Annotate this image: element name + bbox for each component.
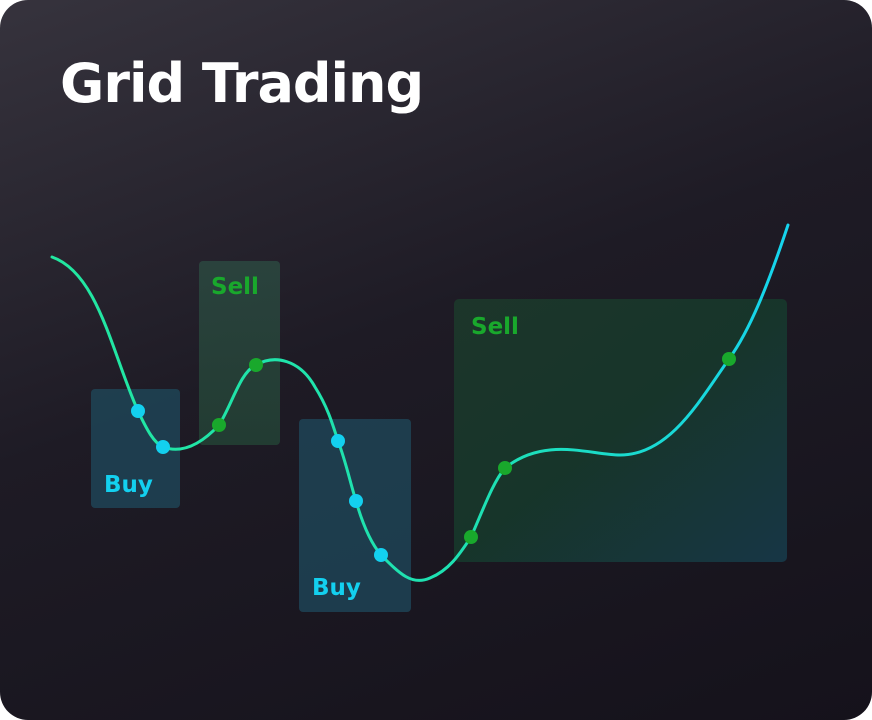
buy-zone-1	[91, 389, 180, 508]
sell-label-2: Sell	[471, 314, 519, 340]
buy-zone-2	[299, 419, 411, 612]
sell-label-1: Sell	[211, 274, 259, 300]
buy-label-2: Buy	[312, 575, 361, 601]
sell-point	[464, 530, 478, 544]
buy-point	[131, 404, 145, 418]
sell-point	[212, 418, 226, 432]
sell-point	[498, 461, 512, 475]
buy-point	[331, 434, 345, 448]
buy-point	[374, 548, 388, 562]
sell-point	[249, 358, 263, 372]
buy-point	[156, 440, 170, 454]
buy-label-1: Buy	[104, 472, 153, 498]
sell-zone-2	[454, 299, 787, 562]
buy-point	[349, 494, 363, 508]
sell-point	[722, 352, 736, 366]
page-title: Grid Trading	[60, 52, 424, 115]
sell-zone-1	[199, 261, 280, 445]
